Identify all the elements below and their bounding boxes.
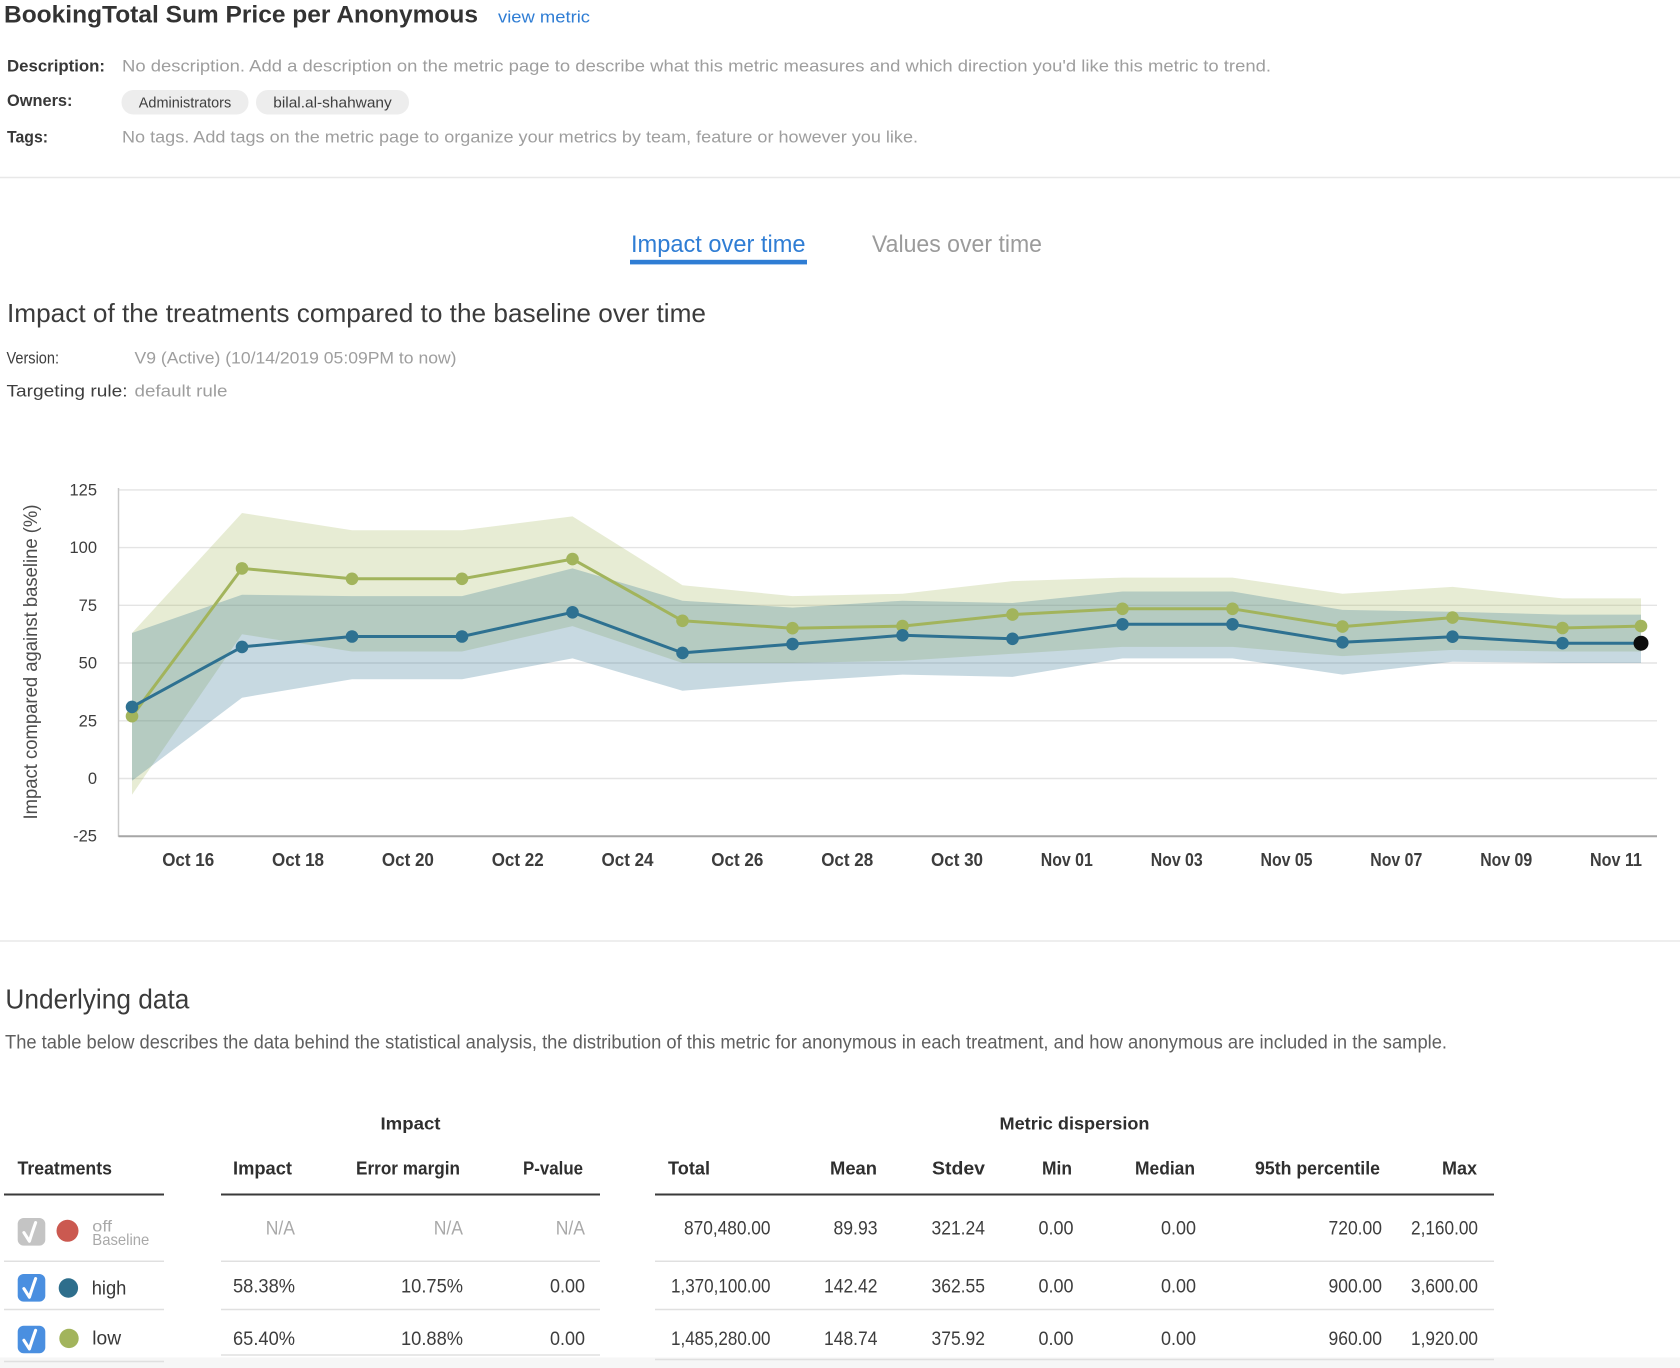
svg-text:default rule: default rule (135, 381, 228, 400)
svg-text:Impact: Impact (381, 1114, 441, 1134)
svg-text:Oct 26: Oct 26 (711, 850, 763, 870)
svg-text:No description. Add a descript: No description. Add a description on the… (122, 57, 1271, 76)
svg-text:Values over time: Values over time (872, 231, 1042, 258)
svg-text:Tags:: Tags: (7, 128, 48, 147)
svg-text:P-value: P-value (523, 1159, 583, 1179)
svg-text:-25: -25 (73, 828, 97, 846)
svg-text:0.00: 0.00 (1039, 1329, 1074, 1350)
svg-text:Oct 20: Oct 20 (382, 850, 434, 870)
svg-text:Treatments: Treatments (18, 1159, 113, 1179)
svg-text:bilal.al-shahwany: bilal.al-shahwany (273, 96, 392, 112)
svg-text:2,160.00: 2,160.00 (1411, 1219, 1478, 1240)
svg-text:Nov 03: Nov 03 (1151, 850, 1203, 870)
svg-text:Nov 01: Nov 01 (1041, 850, 1093, 870)
svg-text:N/A: N/A (434, 1219, 464, 1240)
svg-text:125: 125 (69, 481, 97, 499)
svg-text:Impact of the treatments compa: Impact of the treatments compared to the… (7, 298, 706, 328)
svg-text:0.00: 0.00 (550, 1329, 585, 1350)
svg-text:Nov 07: Nov 07 (1370, 850, 1422, 870)
svg-text:960.00: 960.00 (1329, 1329, 1383, 1350)
svg-text:720.00: 720.00 (1329, 1219, 1383, 1240)
svg-text:95th percentile: 95th percentile (1255, 1159, 1380, 1179)
svg-text:100: 100 (69, 539, 97, 557)
svg-text:Nov 05: Nov 05 (1261, 850, 1313, 870)
svg-text:0.00: 0.00 (550, 1277, 585, 1298)
svg-text:Impact: Impact (233, 1159, 292, 1179)
svg-text:65.40%: 65.40% (233, 1329, 295, 1350)
svg-text:1,920.00: 1,920.00 (1411, 1329, 1478, 1350)
svg-text:The table below describes the: The table below describes the data behin… (5, 1033, 1447, 1054)
svg-text:Metric dispersion: Metric dispersion (1000, 1114, 1150, 1134)
svg-text:Oct 18: Oct 18 (272, 850, 324, 870)
svg-text:900.00: 900.00 (1329, 1277, 1383, 1298)
svg-text:Underlying data: Underlying data (5, 983, 189, 1014)
svg-text:0.00: 0.00 (1039, 1219, 1074, 1240)
svg-text:10.88%: 10.88% (401, 1329, 463, 1350)
svg-text:75: 75 (79, 597, 97, 615)
svg-text:BookingTotal Sum Price per Ano: BookingTotal Sum Price per Anonymous (4, 2, 478, 29)
svg-text:V9 (Active) (10/14/2019 05:09P: V9 (Active) (10/14/2019 05:09PM to now) (135, 349, 457, 368)
svg-text:362.55: 362.55 (932, 1277, 986, 1298)
svg-text:Baseline: Baseline (92, 1232, 149, 1249)
svg-text:50: 50 (79, 655, 97, 673)
svg-text:Mean: Mean (830, 1159, 877, 1179)
svg-text:Median: Median (1135, 1159, 1195, 1179)
svg-text:low: low (92, 1329, 121, 1350)
svg-text:0.00: 0.00 (1039, 1277, 1074, 1298)
svg-text:Oct 28: Oct 28 (821, 850, 873, 870)
svg-text:0.00: 0.00 (1161, 1329, 1196, 1350)
svg-text:No tags. Add tags on the metri: No tags. Add tags on the metric page to … (122, 128, 918, 147)
svg-text:0: 0 (88, 770, 97, 788)
svg-text:Oct 16: Oct 16 (162, 850, 214, 870)
svg-text:0.00: 0.00 (1161, 1277, 1196, 1298)
svg-text:10.75%: 10.75% (401, 1277, 463, 1298)
svg-text:321.24: 321.24 (932, 1219, 986, 1240)
svg-text:N/A: N/A (556, 1219, 586, 1240)
svg-text:1,370,100.00: 1,370,100.00 (671, 1277, 771, 1298)
svg-text:Oct 30: Oct 30 (931, 850, 983, 870)
svg-text:Total: Total (668, 1159, 710, 1179)
svg-text:375.92: 375.92 (932, 1329, 986, 1350)
svg-text:58.38%: 58.38% (233, 1277, 295, 1298)
svg-text:Oct 24: Oct 24 (602, 850, 654, 870)
svg-text:0.00: 0.00 (1161, 1219, 1196, 1240)
svg-text:Owners:: Owners: (7, 91, 73, 110)
svg-text:89.93: 89.93 (834, 1219, 878, 1240)
svg-text:Impact over time: Impact over time (631, 231, 806, 258)
svg-text:25: 25 (79, 712, 97, 730)
svg-text:Nov 11: Nov 11 (1590, 850, 1642, 870)
svg-text:Min: Min (1042, 1159, 1072, 1179)
svg-text:off: off (92, 1218, 112, 1235)
svg-text:N/A: N/A (266, 1219, 296, 1240)
svg-text:Targeting rule:: Targeting rule: (7, 381, 128, 400)
svg-text:Error margin: Error margin (356, 1159, 460, 1179)
svg-text:Version:: Version: (7, 349, 60, 368)
svg-text:148.74: 148.74 (824, 1329, 878, 1350)
svg-text:Nov 09: Nov 09 (1480, 850, 1532, 870)
svg-text:Administrators: Administrators (139, 96, 232, 112)
svg-text:Impact compared against baseli: Impact compared against baseline (%) (20, 505, 42, 820)
svg-text:Description:: Description: (7, 57, 105, 76)
svg-text:870,480.00: 870,480.00 (684, 1219, 771, 1240)
svg-text:Max: Max (1442, 1159, 1477, 1179)
svg-text:high: high (92, 1279, 127, 1300)
svg-text:view metric: view metric (498, 8, 591, 27)
svg-text:Oct 22: Oct 22 (492, 850, 544, 870)
svg-text:1,485,280.00: 1,485,280.00 (671, 1329, 771, 1350)
svg-text:3,600.00: 3,600.00 (1411, 1277, 1478, 1298)
svg-text:142.42: 142.42 (824, 1277, 878, 1298)
svg-text:Stdev: Stdev (932, 1159, 985, 1179)
